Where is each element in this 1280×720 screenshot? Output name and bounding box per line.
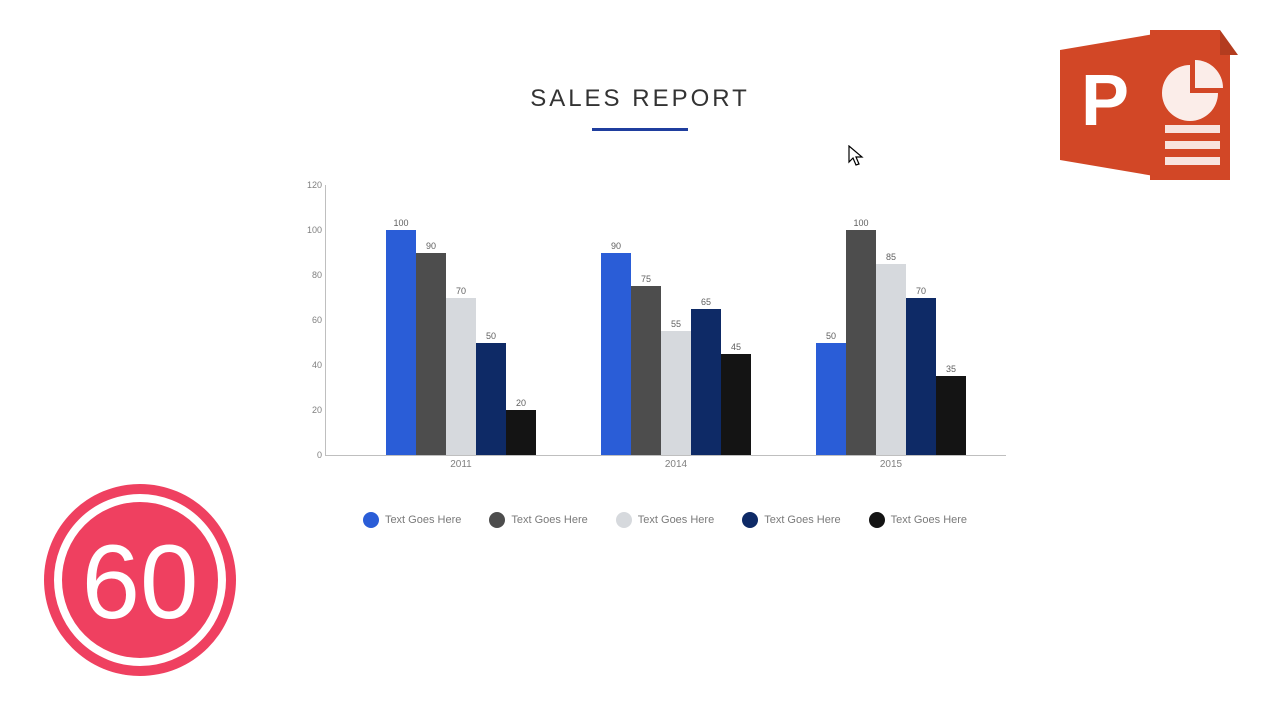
bar-value-label: 70 <box>446 286 476 296</box>
bar-value-label: 50 <box>476 331 506 341</box>
legend-swatch-icon <box>616 512 632 528</box>
bar <box>816 343 846 456</box>
legend-item: Text Goes Here <box>616 512 714 528</box>
bar-value-label: 20 <box>506 398 536 408</box>
bar-value-label: 45 <box>721 342 751 352</box>
legend-label: Text Goes Here <box>764 514 840 526</box>
legend-item: Text Goes Here <box>363 512 461 528</box>
bar <box>661 331 691 455</box>
bar <box>906 298 936 456</box>
bar <box>416 253 446 456</box>
badge-number: 60 <box>82 524 199 641</box>
bar-value-label: 75 <box>631 274 661 284</box>
legend-swatch-icon <box>742 512 758 528</box>
bar <box>691 309 721 455</box>
y-axis-tick: 60 <box>296 315 322 325</box>
legend-item: Text Goes Here <box>489 512 587 528</box>
bar-value-label: 65 <box>691 297 721 307</box>
bar-value-label: 85 <box>876 252 906 262</box>
sales-chart: 0204060801001201009070502020119075556545… <box>295 185 1005 475</box>
y-axis-tick: 0 <box>296 450 322 460</box>
legend-label: Text Goes Here <box>891 514 967 526</box>
bar-value-label: 100 <box>846 218 876 228</box>
legend-swatch-icon <box>489 512 505 528</box>
chart-legend: Text Goes Here Text Goes Here Text Goes He… <box>335 512 995 528</box>
bar-value-label: 90 <box>416 241 446 251</box>
x-axis-label: 2011 <box>386 459 536 470</box>
bar <box>386 230 416 455</box>
legend-label: Text Goes Here <box>511 514 587 526</box>
bar <box>476 343 506 456</box>
y-axis-tick: 100 <box>296 225 322 235</box>
legend-label: Text Goes Here <box>638 514 714 526</box>
legend-swatch-icon <box>869 512 885 528</box>
bar-value-label: 100 <box>386 218 416 228</box>
legend-item: Text Goes Here <box>869 512 967 528</box>
x-axis-label: 2015 <box>816 459 966 470</box>
bar-value-label: 90 <box>601 241 631 251</box>
x-axis-label: 2014 <box>601 459 751 470</box>
svg-text:P: P <box>1081 61 1129 141</box>
legend-swatch-icon <box>363 512 379 528</box>
y-axis-tick: 120 <box>296 180 322 190</box>
cursor-icon <box>848 145 866 173</box>
bar-value-label: 50 <box>816 331 846 341</box>
bar-value-label: 55 <box>661 319 691 329</box>
legend-label: Text Goes Here <box>385 514 461 526</box>
title-underline <box>592 128 688 131</box>
bar <box>721 354 751 455</box>
y-axis-tick: 80 <box>296 270 322 280</box>
bar <box>846 230 876 455</box>
chart-plot-area: 0204060801001201009070502020119075556545… <box>325 185 1006 456</box>
bar <box>446 298 476 456</box>
bar <box>631 286 661 455</box>
legend-item: Text Goes Here <box>742 512 840 528</box>
bar <box>506 410 536 455</box>
bar-value-label: 70 <box>906 286 936 296</box>
y-axis-tick: 40 <box>296 360 322 370</box>
y-axis-tick: 20 <box>296 405 322 415</box>
powerpoint-icon: P <box>1050 15 1240 195</box>
sixty-badge-icon: 60 <box>40 480 240 680</box>
bar-value-label: 35 <box>936 364 966 374</box>
bar <box>601 253 631 456</box>
bar <box>936 376 966 455</box>
bar <box>876 264 906 455</box>
